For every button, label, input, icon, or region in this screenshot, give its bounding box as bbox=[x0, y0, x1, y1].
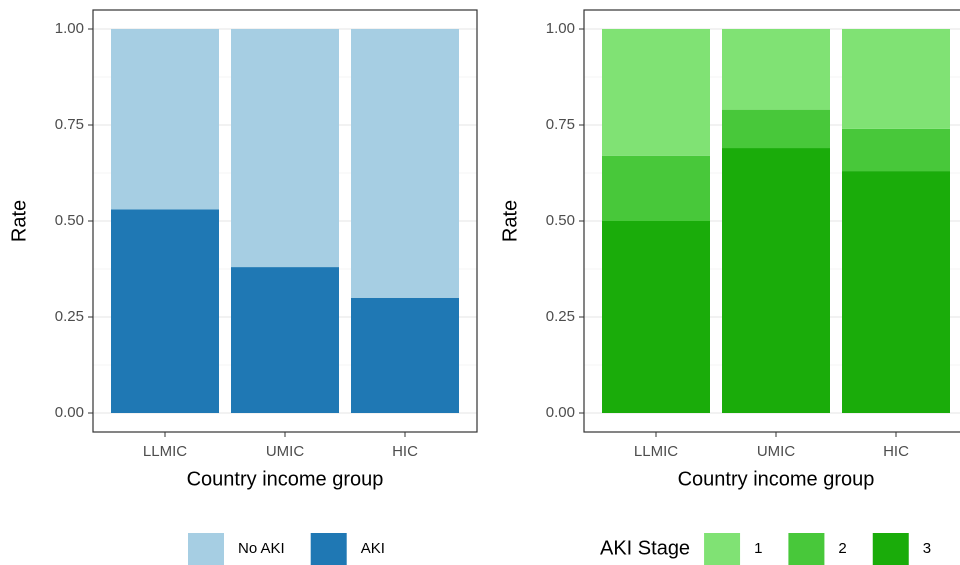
x-tick-label: HIC bbox=[392, 443, 418, 460]
x-tick-label: UMIC bbox=[757, 443, 795, 460]
legend-label: 1 bbox=[754, 540, 762, 557]
x-axis-title: Country income group bbox=[678, 468, 875, 490]
bar-segment bbox=[602, 221, 710, 413]
bar-segment bbox=[351, 297, 459, 413]
bar-segment bbox=[722, 109, 830, 149]
y-tick-label: 0.00 bbox=[55, 404, 84, 421]
x-tick-label: LLMIC bbox=[634, 443, 678, 460]
y-tick-label: 0.50 bbox=[546, 212, 575, 229]
legend-label: 3 bbox=[923, 540, 931, 557]
bar-segment bbox=[602, 155, 710, 221]
legend-swatch bbox=[188, 533, 224, 565]
x-tick-label: LLMIC bbox=[143, 443, 187, 460]
plot-border bbox=[92, 9, 478, 433]
bar-segment bbox=[842, 29, 950, 129]
x-axis-title: Country income group bbox=[187, 468, 384, 490]
y-axis-title: Rate bbox=[8, 200, 30, 242]
bar-segment bbox=[722, 148, 830, 414]
bar-segment bbox=[842, 171, 950, 413]
bar-segment bbox=[111, 209, 219, 413]
legend-title: AKI Stage bbox=[600, 537, 690, 559]
y-tick-label: 1.00 bbox=[55, 20, 84, 37]
bar-segment bbox=[231, 267, 339, 413]
x-tick-label: UMIC bbox=[266, 443, 304, 460]
legend-label: 2 bbox=[838, 540, 846, 557]
y-tick-label: 0.25 bbox=[546, 308, 575, 325]
legend-label: AKI bbox=[361, 540, 385, 557]
y-tick-label: 0.25 bbox=[55, 308, 84, 325]
x-tick-label: HIC bbox=[883, 443, 909, 460]
legend-swatch bbox=[788, 533, 825, 565]
y-tick-label: 1.00 bbox=[546, 20, 575, 37]
y-tick-label: 0.75 bbox=[55, 116, 84, 133]
legend-swatch bbox=[872, 533, 909, 565]
y-axis-title: Rate bbox=[499, 200, 521, 242]
bar-segment bbox=[842, 128, 950, 172]
bar-segment bbox=[351, 29, 459, 298]
bar-segment bbox=[722, 29, 830, 110]
bar-segment bbox=[231, 29, 339, 268]
bar-segment bbox=[111, 29, 219, 210]
y-tick-label: 0.00 bbox=[546, 404, 575, 421]
legend-swatch bbox=[310, 533, 347, 565]
legend-label: No AKI bbox=[238, 540, 285, 557]
y-tick-label: 0.75 bbox=[546, 116, 575, 133]
bar-segment bbox=[602, 29, 710, 156]
legend-swatch bbox=[704, 533, 741, 565]
y-tick-label: 0.50 bbox=[55, 212, 84, 229]
plot-border bbox=[583, 9, 960, 433]
